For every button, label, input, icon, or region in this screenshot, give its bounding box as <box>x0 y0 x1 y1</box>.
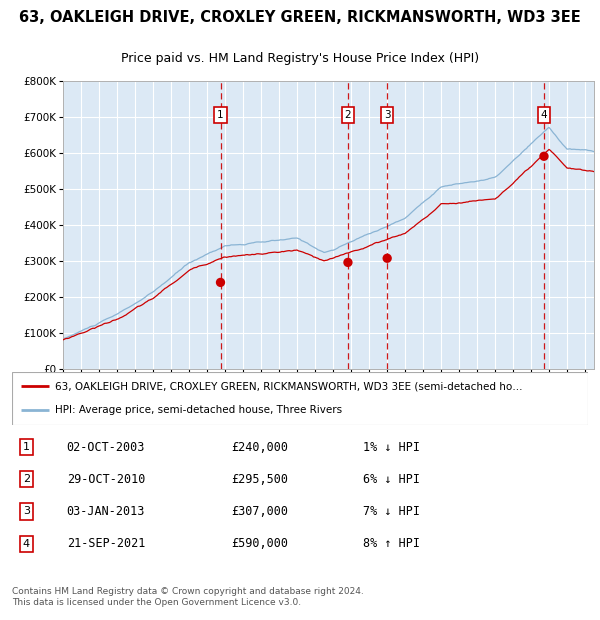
Text: 6% ↓ HPI: 6% ↓ HPI <box>364 473 421 485</box>
Text: HPI: Average price, semi-detached house, Three Rivers: HPI: Average price, semi-detached house,… <box>55 405 343 415</box>
Text: Price paid vs. HM Land Registry's House Price Index (HPI): Price paid vs. HM Land Registry's House … <box>121 51 479 64</box>
Text: 21-SEP-2021: 21-SEP-2021 <box>67 538 145 550</box>
Text: 63, OAKLEIGH DRIVE, CROXLEY GREEN, RICKMANSWORTH, WD3 3EE (semi-detached ho…: 63, OAKLEIGH DRIVE, CROXLEY GREEN, RICKM… <box>55 381 523 391</box>
Text: 3: 3 <box>23 507 30 516</box>
Text: 7% ↓ HPI: 7% ↓ HPI <box>364 505 421 518</box>
Text: £240,000: £240,000 <box>231 441 288 453</box>
Point <box>539 151 549 161</box>
Point <box>382 254 392 264</box>
Text: 02-OCT-2003: 02-OCT-2003 <box>67 441 145 453</box>
Text: Contains HM Land Registry data © Crown copyright and database right 2024.
This d: Contains HM Land Registry data © Crown c… <box>12 587 364 606</box>
Text: 1% ↓ HPI: 1% ↓ HPI <box>364 441 421 453</box>
Text: 29-OCT-2010: 29-OCT-2010 <box>67 473 145 485</box>
Text: 2: 2 <box>23 474 30 484</box>
Point <box>216 277 226 287</box>
Text: 4: 4 <box>23 539 30 549</box>
Text: £590,000: £590,000 <box>231 538 288 550</box>
Text: 1: 1 <box>217 110 224 120</box>
Text: 03-JAN-2013: 03-JAN-2013 <box>67 505 145 518</box>
Text: 4: 4 <box>541 110 547 120</box>
Text: 8% ↑ HPI: 8% ↑ HPI <box>364 538 421 550</box>
Text: £307,000: £307,000 <box>231 505 288 518</box>
Text: 1: 1 <box>23 442 30 452</box>
FancyBboxPatch shape <box>12 372 588 425</box>
Point <box>343 257 353 267</box>
Text: 2: 2 <box>344 110 351 120</box>
Text: 63, OAKLEIGH DRIVE, CROXLEY GREEN, RICKMANSWORTH, WD3 3EE: 63, OAKLEIGH DRIVE, CROXLEY GREEN, RICKM… <box>19 9 581 25</box>
Text: 3: 3 <box>384 110 391 120</box>
Text: £295,500: £295,500 <box>231 473 288 485</box>
